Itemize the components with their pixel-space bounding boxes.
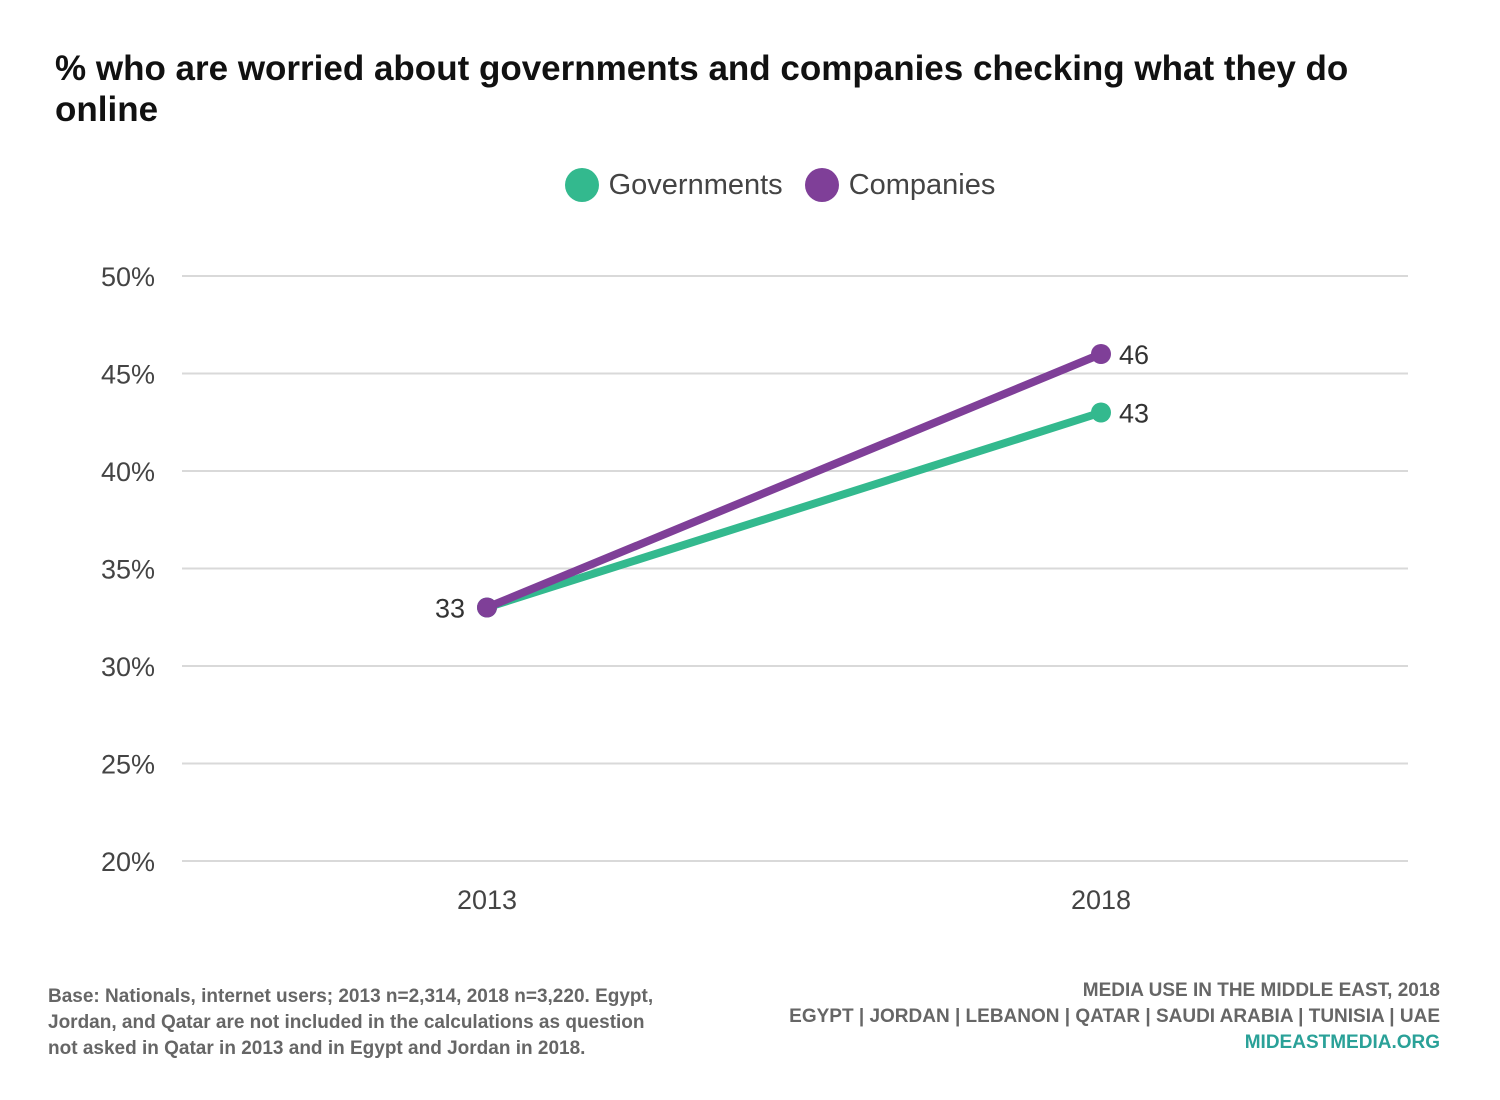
source-countries: EGYPT | JORDAN | LEBANON | QATAR | SAUDI… — [789, 1006, 1440, 1027]
y-tick-label: 40% — [101, 457, 155, 487]
legend-swatch-governments — [564, 168, 599, 202]
data-label-companies-2013: 33 — [435, 594, 465, 624]
legend-swatch-companies — [804, 168, 839, 202]
y-tick-label: 35% — [101, 555, 155, 585]
source-block: MEDIA USE IN THE MIDDLE EAST, 2018 EGYPT… — [789, 978, 1440, 1056]
data-point-companies-2018 — [1091, 344, 1111, 364]
source-website-link[interactable]: MIDEASTMEDIA.ORG — [1244, 1032, 1440, 1053]
footnote: Base: Nationals, internet users; 2013 n=… — [48, 986, 654, 1059]
y-tick-label: 50% — [101, 262, 155, 292]
legend-label-companies: Companies — [848, 168, 996, 201]
y-tick-label: 30% — [101, 652, 155, 682]
legend: Governments Companies — [0, 168, 1500, 202]
y-tick-label: 25% — [101, 750, 155, 780]
series-line-companies — [483, 350, 1105, 612]
y-tick-label: 20% — [101, 847, 155, 877]
chart-title: % who are worried about governments and … — [55, 49, 1349, 129]
source-title: MEDIA USE IN THE MIDDLE EAST, 2018 — [1082, 980, 1440, 1001]
x-tick-label-2013: 2013 — [457, 885, 517, 915]
data-point-companies-2013 — [477, 597, 497, 618]
legend-item-governments: Governments — [564, 168, 783, 202]
series-line-governments — [483, 408, 1105, 612]
x-tick-label-2018: 2018 — [1071, 885, 1131, 915]
data-label-companies-2018: 46 — [1119, 340, 1149, 370]
data-point-governments-2018 — [1091, 402, 1111, 423]
legend-item-companies: Companies — [804, 168, 996, 202]
line-chart: 20% 25% 30% 35% 40% 45% 50% 2013 2018 33 46 43 — [101, 262, 1408, 915]
data-label-governments-2018: 43 — [1119, 399, 1149, 429]
legend-label-governments: Governments — [608, 168, 783, 201]
y-tick-label: 45% — [101, 360, 155, 390]
